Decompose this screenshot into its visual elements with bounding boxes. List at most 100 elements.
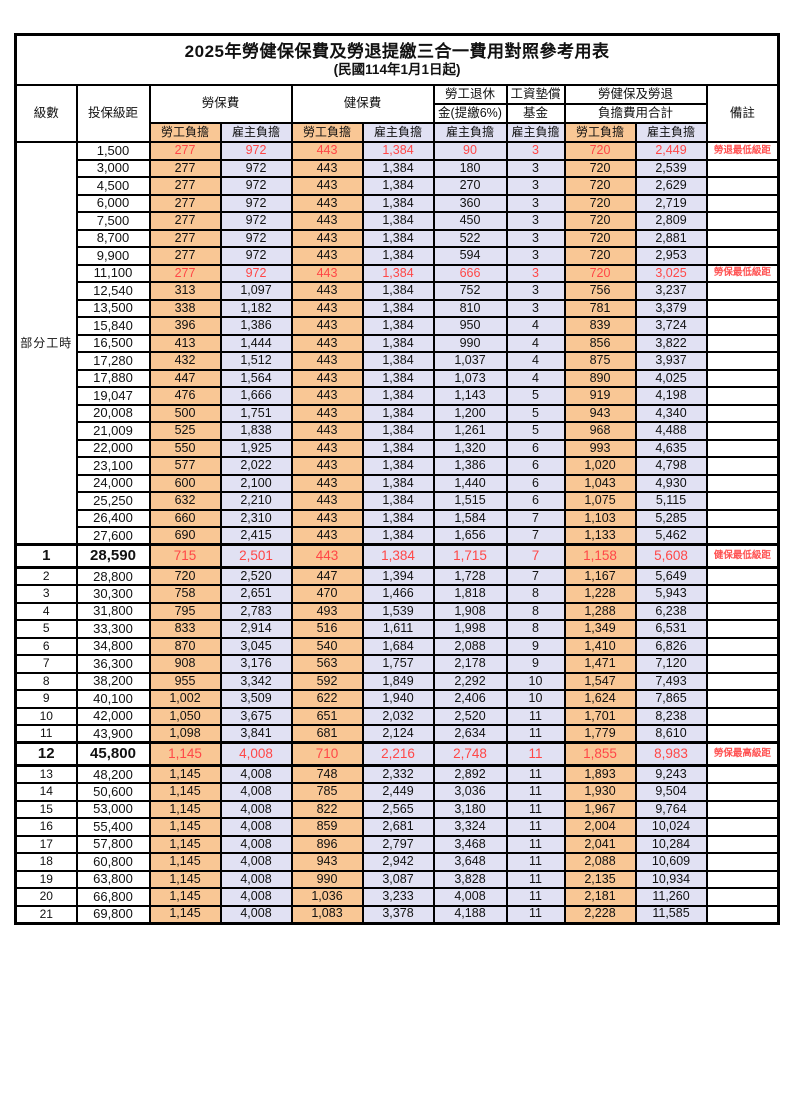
- subheader-labor-employer: 雇主負擔: [219, 122, 293, 143]
- remark-cell: [705, 869, 780, 889]
- remark-cell: [705, 887, 780, 907]
- bracket-cell: 19,047: [75, 386, 151, 406]
- bracket-cell: 45,800: [75, 741, 151, 767]
- bracket-cell: 36,300: [75, 654, 151, 674]
- value-cell: 9: [505, 636, 566, 656]
- bracket-cell: 12,540: [75, 281, 151, 301]
- value-cell: 1,167: [563, 566, 637, 586]
- value-cell: 1,611: [361, 619, 435, 639]
- value-cell: 1,043: [563, 473, 637, 493]
- value-cell: 4,488: [634, 421, 708, 441]
- remark-cell: [705, 817, 780, 837]
- bracket-cell: 28,800: [75, 566, 151, 586]
- level-cell: 20: [14, 887, 78, 907]
- value-cell: 443: [290, 158, 364, 178]
- value-cell: 1,384: [361, 246, 435, 266]
- table-row: 13,500 338 1,182 443 1,384 810 3 781 3,379: [16, 298, 780, 318]
- bracket-cell: 31,800: [75, 601, 151, 621]
- value-cell: 1,002: [148, 689, 222, 709]
- value-cell: 2,135: [563, 869, 637, 889]
- value-cell: 1,133: [563, 526, 637, 546]
- value-cell: 2,228: [563, 904, 637, 924]
- value-cell: 1,584: [432, 508, 508, 528]
- value-cell: 1,539: [361, 601, 435, 621]
- value-cell: 833: [148, 619, 222, 639]
- value-cell: 1,779: [563, 724, 637, 744]
- bracket-cell: 43,900: [75, 724, 151, 744]
- value-cell: 3: [505, 193, 566, 213]
- value-cell: 577: [148, 456, 222, 476]
- value-cell: 1,394: [361, 566, 435, 586]
- remark-cell: [705, 491, 780, 511]
- value-cell: 5: [505, 421, 566, 441]
- value-cell: 890: [563, 368, 637, 388]
- value-cell: 1,349: [563, 619, 637, 639]
- table-row: 19,047 476 1,666 443 1,384 1,143 5 919 4,198: [16, 386, 780, 406]
- table-row: 15 53,000 1,145 4,008 822 2,565 3,180 11 1,967 9,…: [14, 799, 780, 819]
- value-cell: 277: [148, 158, 222, 178]
- value-cell: 8: [505, 619, 566, 639]
- level-cell: 7: [14, 654, 78, 674]
- value-cell: 1,384: [361, 491, 435, 511]
- table-row: 15,840 396 1,386 443 1,384 950 4 839 3,724: [16, 316, 780, 336]
- value-cell: 3: [505, 211, 566, 231]
- value-cell: 550: [148, 438, 222, 458]
- value-cell: 3,379: [634, 298, 708, 318]
- value-cell: 2,332: [361, 764, 435, 784]
- value-cell: 338: [148, 298, 222, 318]
- value-cell: 443: [290, 228, 364, 248]
- value-cell: 2,406: [432, 689, 508, 709]
- remark-cell: [705, 438, 780, 458]
- value-cell: 277: [148, 246, 222, 266]
- value-cell: 7,120: [634, 654, 708, 674]
- value-cell: 1,384: [361, 263, 435, 283]
- value-cell: 3,176: [219, 654, 293, 674]
- value-cell: 2,210: [219, 491, 293, 511]
- value-cell: 1,288: [563, 601, 637, 621]
- value-cell: 1,145: [148, 887, 222, 907]
- value-cell: 810: [432, 298, 508, 318]
- value-cell: 748: [290, 764, 364, 784]
- value-cell: 3,025: [634, 263, 708, 283]
- col-header-wage-fund-line2: 基金: [505, 103, 566, 124]
- value-cell: 11: [505, 782, 566, 802]
- subheader-total-employer: 雇主負擔: [634, 122, 708, 143]
- title-row: 2025年勞健保保費及勞退提繳三合一費用對照參考用表 (民國114年1月1日起): [14, 33, 780, 86]
- value-cell: 1,097: [219, 281, 293, 301]
- value-cell: 5,115: [634, 491, 708, 511]
- remark-cell: [705, 834, 780, 854]
- table-row: 25,250 632 2,210 443 1,384 1,515 6 1,075 5,115: [16, 491, 780, 511]
- value-cell: 919: [563, 386, 637, 406]
- value-cell: 1,145: [148, 782, 222, 802]
- value-cell: 1,849: [361, 671, 435, 691]
- value-cell: 1,701: [563, 706, 637, 726]
- value-cell: 1,384: [361, 281, 435, 301]
- value-cell: 2,942: [361, 852, 435, 872]
- remark-cell: [705, 298, 780, 318]
- bracket-cell: 30,300: [75, 584, 151, 604]
- value-cell: 6,531: [634, 619, 708, 639]
- level-cell: 1: [14, 543, 78, 569]
- remark-cell: [705, 852, 780, 872]
- subheader-pension-employer: 雇主負擔: [432, 122, 508, 143]
- value-cell: 563: [290, 654, 364, 674]
- value-cell: 2,914: [219, 619, 293, 639]
- value-cell: 277: [148, 176, 222, 196]
- value-cell: 3: [505, 298, 566, 318]
- bracket-cell: 6,000: [75, 193, 151, 213]
- value-cell: 870: [148, 636, 222, 656]
- value-cell: 720: [563, 158, 637, 178]
- subheader-labor-worker: 勞工負擔: [148, 122, 222, 143]
- level-cell: 12: [14, 741, 78, 767]
- table-row: 8 38,200 955 3,342 592 1,849 2,292 10 1,547 7,493: [14, 671, 780, 691]
- value-cell: 1,444: [219, 333, 293, 353]
- value-cell: 11: [505, 887, 566, 907]
- value-cell: 8,610: [634, 724, 708, 744]
- value-cell: 1,715: [432, 543, 508, 569]
- bracket-cell: 24,000: [75, 473, 151, 493]
- value-cell: 6: [505, 438, 566, 458]
- value-cell: 720: [563, 228, 637, 248]
- col-header-pension-line1: 勞工退休: [432, 84, 508, 105]
- value-cell: 4,930: [634, 473, 708, 493]
- value-cell: 2,178: [432, 654, 508, 674]
